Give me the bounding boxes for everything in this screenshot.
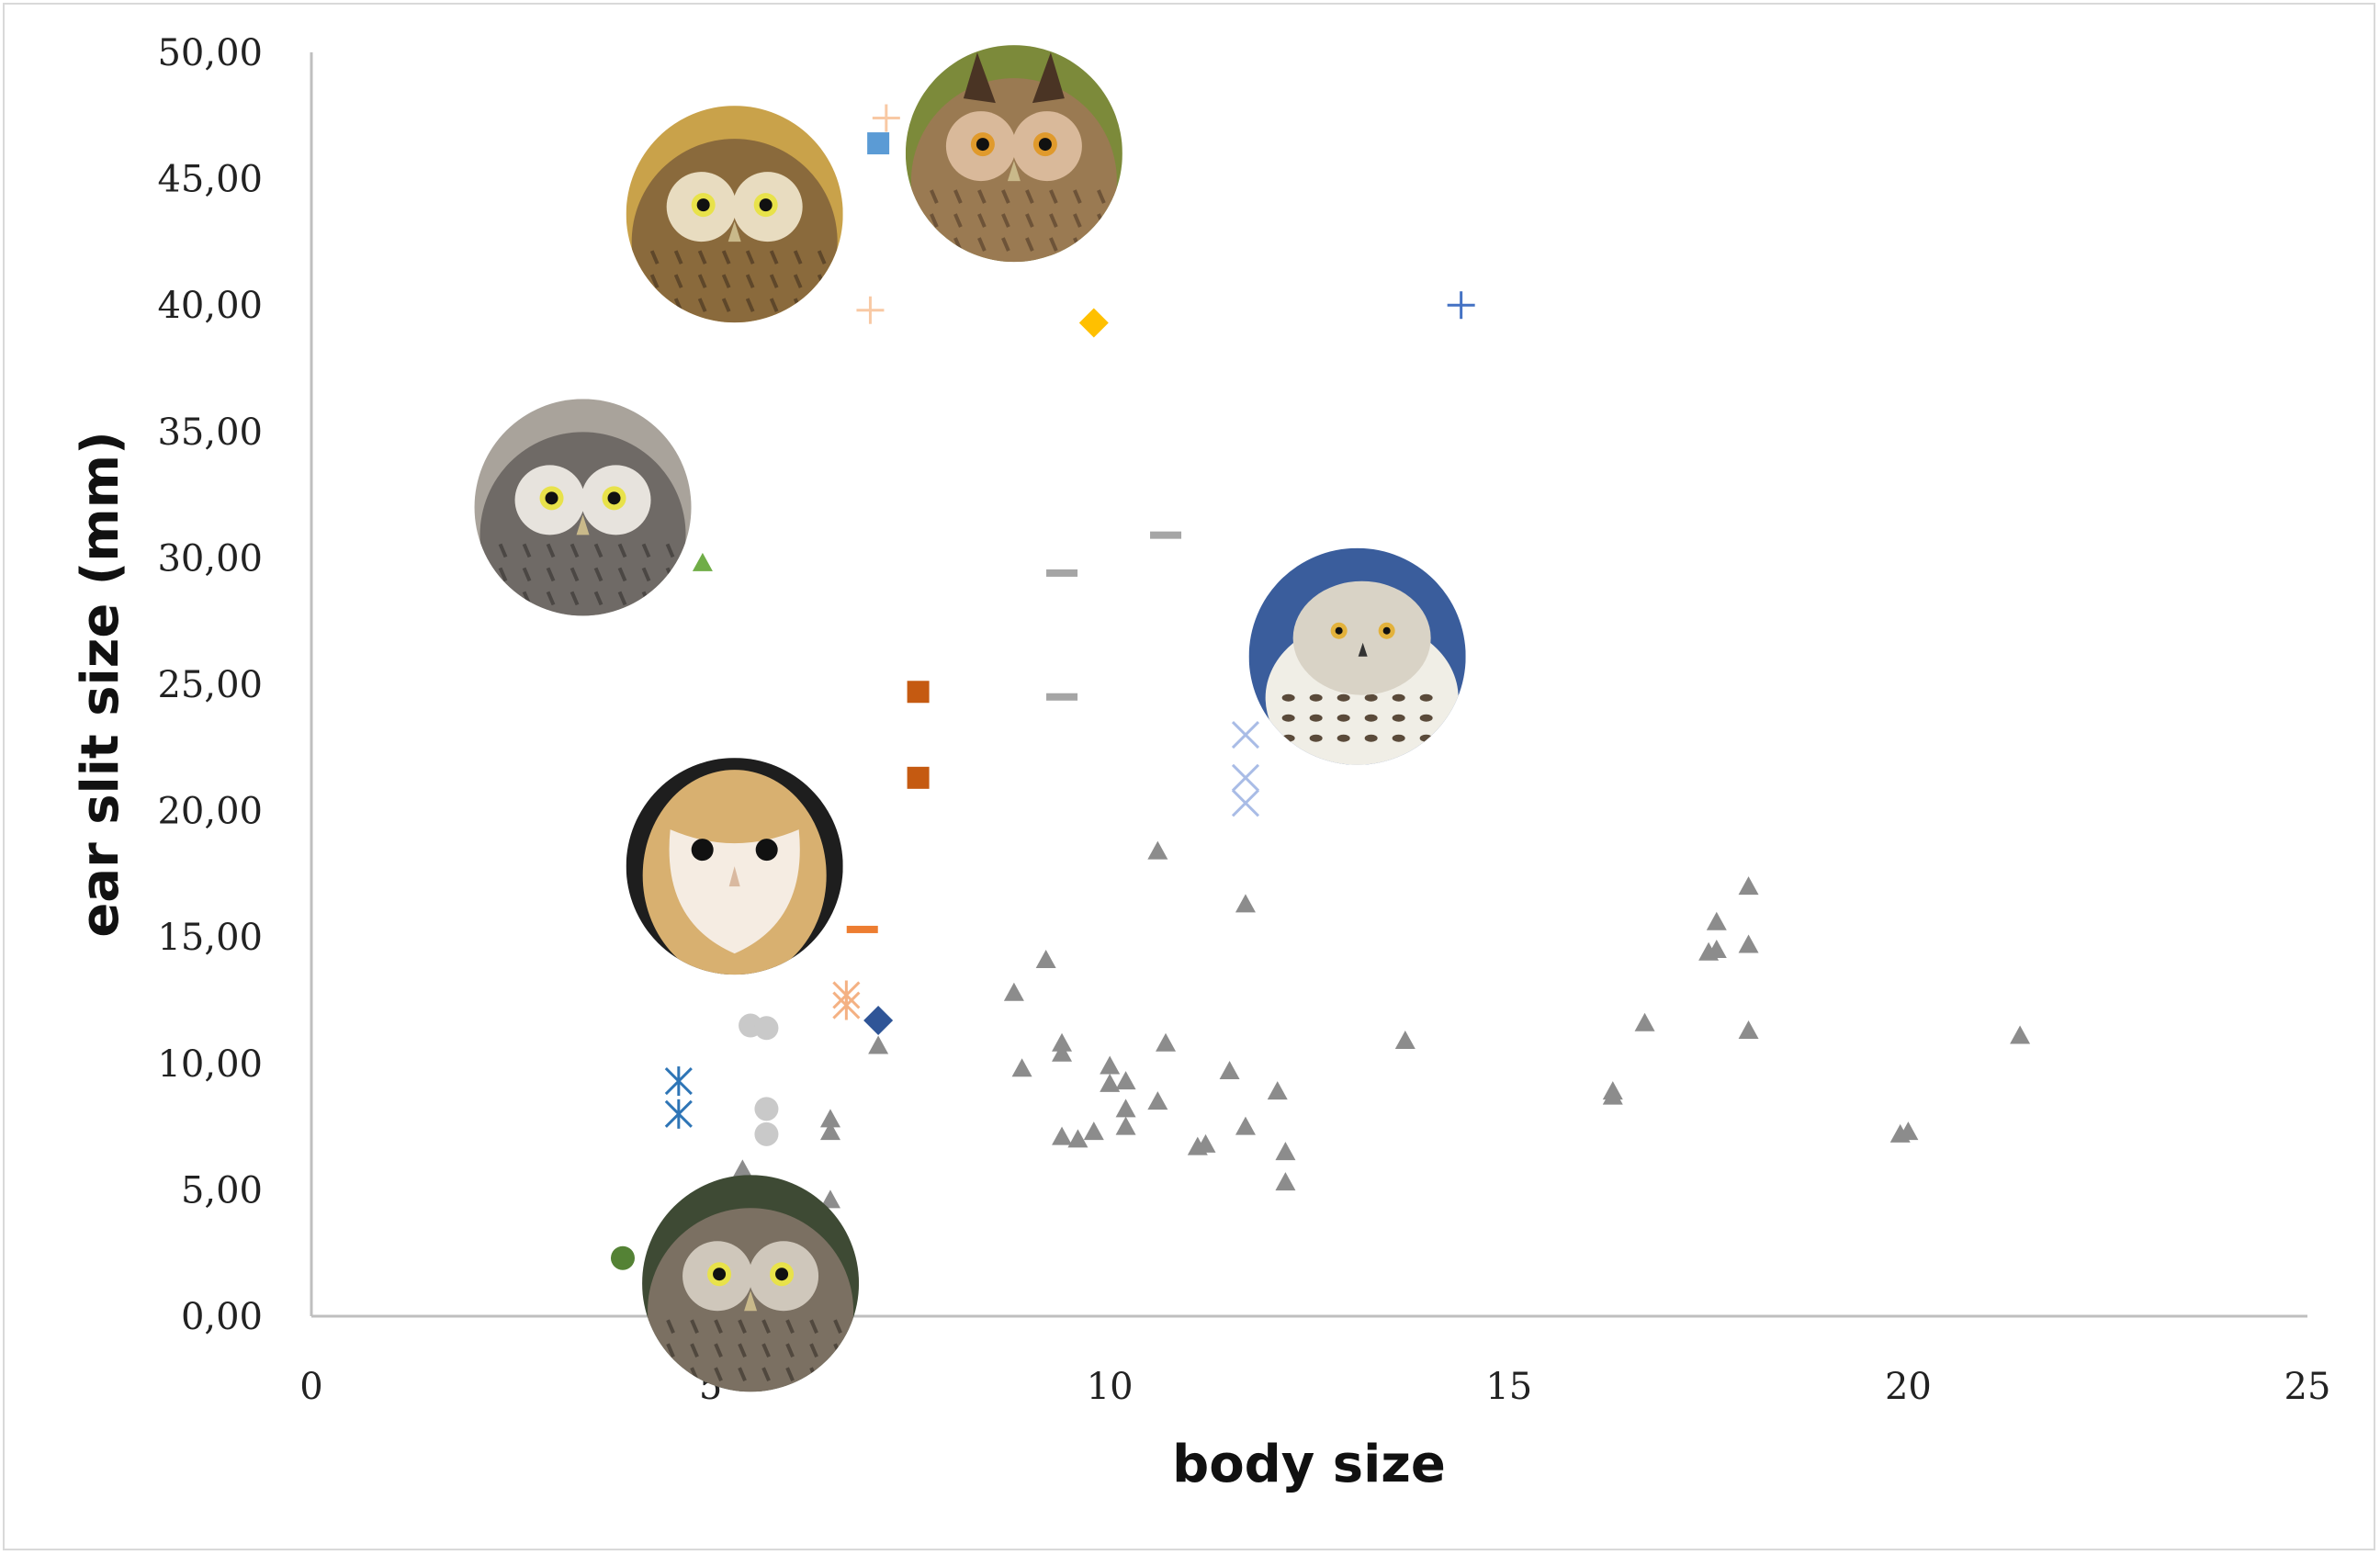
data-point-triangle	[819, 1121, 840, 1141]
data-point-dash	[846, 925, 878, 933]
data-point-triangle	[1115, 1071, 1136, 1090]
data-point-asterisk	[832, 990, 861, 1020]
x-axis-title: body size	[1172, 1435, 1446, 1494]
data-point-triangle	[1195, 1133, 1216, 1153]
data-point-triangle	[1100, 1055, 1121, 1075]
y-tick-label: 25,00	[157, 664, 263, 706]
short-eared-owl-photo	[626, 106, 843, 323]
data-point-triangle	[1052, 1126, 1073, 1145]
data-point-triangle	[1738, 1020, 1759, 1040]
data-point-circle	[754, 1121, 779, 1146]
data-point-triangle	[1394, 1031, 1416, 1050]
x-tick-label: 25	[2284, 1366, 2331, 1408]
data-points-layer	[610, 104, 1475, 1270]
data-point-square	[907, 766, 930, 789]
x-tick-label: 15	[1485, 1366, 1532, 1408]
data-point-dash	[1046, 569, 1078, 577]
chart-frame	[3, 3, 2375, 1550]
y-tick-label: 10,00	[157, 1043, 263, 1086]
data-point-triangle	[1052, 1042, 1073, 1062]
data-point-triangle	[1003, 982, 1024, 1001]
y-axis-title: ear slit size (mm)	[71, 431, 130, 937]
pygmy-owl-photo	[642, 1175, 860, 1392]
data-point-triangle	[1235, 1116, 1256, 1135]
owl-photos-layer	[474, 45, 1466, 1392]
data-point-triangle	[1235, 894, 1256, 913]
data-point-square	[867, 132, 890, 155]
data-point-triangle	[1052, 1032, 1073, 1052]
y-tick-label: 0,00	[181, 1296, 263, 1338]
data-point-triangle	[1156, 1032, 1177, 1052]
data-point-asterisk	[664, 1099, 693, 1129]
data-point-plus	[856, 296, 885, 324]
x-tick-label: 20	[1885, 1366, 1932, 1408]
data-point-triangle	[1898, 1121, 1919, 1141]
data-point-triangle	[1602, 1086, 1623, 1105]
data-point-triangle	[1738, 934, 1759, 953]
data-point-square	[907, 681, 930, 704]
data-point-asterisk	[664, 1066, 693, 1097]
data-point-dash	[1150, 531, 1182, 539]
data-point-triangle	[1706, 911, 1727, 930]
data-point-triangle	[819, 1109, 840, 1128]
long-eared-owl-photo	[905, 45, 1122, 263]
data-point-triangle	[692, 552, 713, 571]
data-point-triangle	[1738, 876, 1759, 896]
data-point-triangle	[1267, 1081, 1288, 1100]
data-points-layer	[732, 840, 2031, 1209]
data-point-triangle	[1147, 840, 1168, 860]
data-point-plus	[1447, 291, 1475, 320]
data-point-triangle	[1115, 1099, 1136, 1118]
data-point-plus	[872, 104, 900, 132]
y-tick-label: 50,00	[157, 32, 263, 74]
barn-owl-photo	[626, 758, 843, 975]
y-tick-label: 35,00	[157, 411, 263, 454]
data-point-triangle	[1634, 1012, 1655, 1031]
data-point-triangle	[1275, 1172, 1296, 1191]
data-point-x	[1231, 789, 1260, 817]
data-point-dash	[1046, 693, 1078, 701]
data-point-triangle	[1115, 1116, 1136, 1135]
x-tick-label: 0	[299, 1366, 322, 1408]
data-point-diamond	[863, 1006, 894, 1036]
data-point-triangle	[1706, 939, 1727, 958]
y-tick-label: 40,00	[157, 285, 263, 327]
y-tick-labels: 0,00 5,00 10,00 15,00 20,00 25,00 30,00 35,00 40…	[157, 32, 263, 1338]
x-tick-labels: 0 5 10 15 20 25	[299, 1366, 2330, 1408]
data-point-triangle	[1083, 1121, 1104, 1141]
data-point-circle	[610, 1245, 635, 1270]
data-point-x	[1231, 763, 1260, 792]
y-tick-label: 20,00	[157, 791, 263, 833]
data-point-diamond	[1078, 308, 1109, 338]
y-tick-label: 15,00	[157, 917, 263, 959]
snowy-owl-photo	[1248, 547, 1466, 765]
data-point-triangle	[819, 1189, 840, 1209]
data-point-triangle	[1011, 1058, 1032, 1077]
data-point-circle	[754, 1097, 779, 1121]
data-point-triangle	[1275, 1142, 1296, 1161]
data-point-triangle	[2010, 1025, 2031, 1044]
data-point-triangle	[1035, 949, 1056, 968]
data-point-triangle	[868, 1035, 889, 1054]
y-tick-label: 30,00	[157, 537, 263, 580]
y-tick-label: 45,00	[157, 159, 263, 201]
data-point-triangle	[1067, 1129, 1088, 1148]
data-point-circle	[754, 1016, 779, 1041]
y-tick-label: 5,00	[181, 1169, 263, 1211]
x-tick-label: 10	[1087, 1366, 1134, 1408]
data-point-x	[1231, 720, 1260, 749]
data-point-triangle	[1219, 1061, 1240, 1080]
data-point-triangle	[732, 1159, 753, 1178]
boreal-owl-photo	[474, 399, 692, 616]
data-point-triangle	[1147, 1091, 1168, 1110]
data-point-triangle	[1100, 1073, 1121, 1092]
